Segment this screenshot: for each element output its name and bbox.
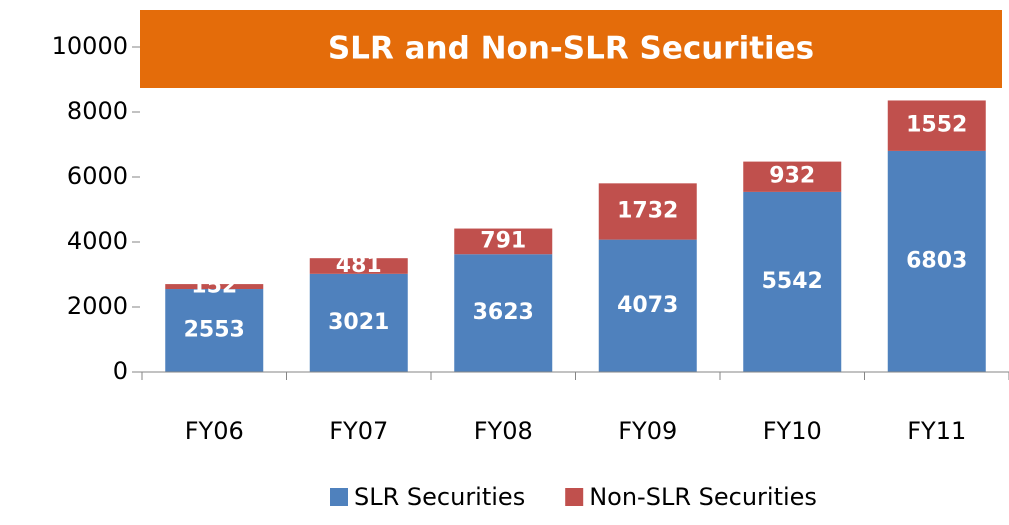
data-label: 791 xyxy=(480,228,526,253)
data-label: 1552 xyxy=(906,113,967,138)
x-tick-label: FY06 xyxy=(185,417,244,445)
x-tick-label: FY11 xyxy=(907,417,966,445)
bar-segment xyxy=(454,228,553,255)
x-tick-label: FY08 xyxy=(474,417,533,445)
data-label: 4073 xyxy=(617,293,678,318)
chart-title: SLR and Non-SLR Securities xyxy=(328,31,814,67)
legend-label: SLR Securities xyxy=(354,483,525,511)
bar-segment xyxy=(454,254,553,372)
data-label: 5542 xyxy=(762,269,823,294)
x-tick-label: FY09 xyxy=(618,417,677,445)
legend-swatch xyxy=(330,488,348,506)
legend-label: Non-SLR Securities xyxy=(589,483,817,511)
bar-segment xyxy=(743,161,842,192)
x-tick-label: FY07 xyxy=(329,417,388,445)
bar-segment xyxy=(309,273,408,372)
bar-segment xyxy=(165,289,264,372)
y-tick-label: 2000 xyxy=(67,292,128,320)
data-label: 2553 xyxy=(184,318,245,343)
data-label: 152 xyxy=(191,274,237,299)
legend-swatch xyxy=(565,488,584,506)
data-label: 3021 xyxy=(328,310,389,335)
data-label: 6803 xyxy=(906,248,967,273)
bar-segment xyxy=(887,100,986,151)
bar-segment xyxy=(165,284,264,290)
title-box xyxy=(140,10,1002,88)
y-tick-label: 0 xyxy=(113,357,128,385)
x-tick-label: FY10 xyxy=(763,417,822,445)
bar-segment xyxy=(743,191,842,372)
y-tick-label: 4000 xyxy=(67,227,128,255)
y-tick-label: 6000 xyxy=(67,162,128,190)
bar-segment xyxy=(887,150,986,372)
y-tick-label: 10000 xyxy=(52,32,128,60)
bar-segment xyxy=(309,258,408,274)
data-label: 481 xyxy=(336,253,382,278)
y-tick-label: 8000 xyxy=(67,97,128,125)
data-label: 932 xyxy=(769,164,815,189)
bar-segment xyxy=(598,239,697,372)
data-label: 3623 xyxy=(473,300,534,325)
bar-segment xyxy=(598,183,697,240)
data-label: 1732 xyxy=(617,198,678,223)
